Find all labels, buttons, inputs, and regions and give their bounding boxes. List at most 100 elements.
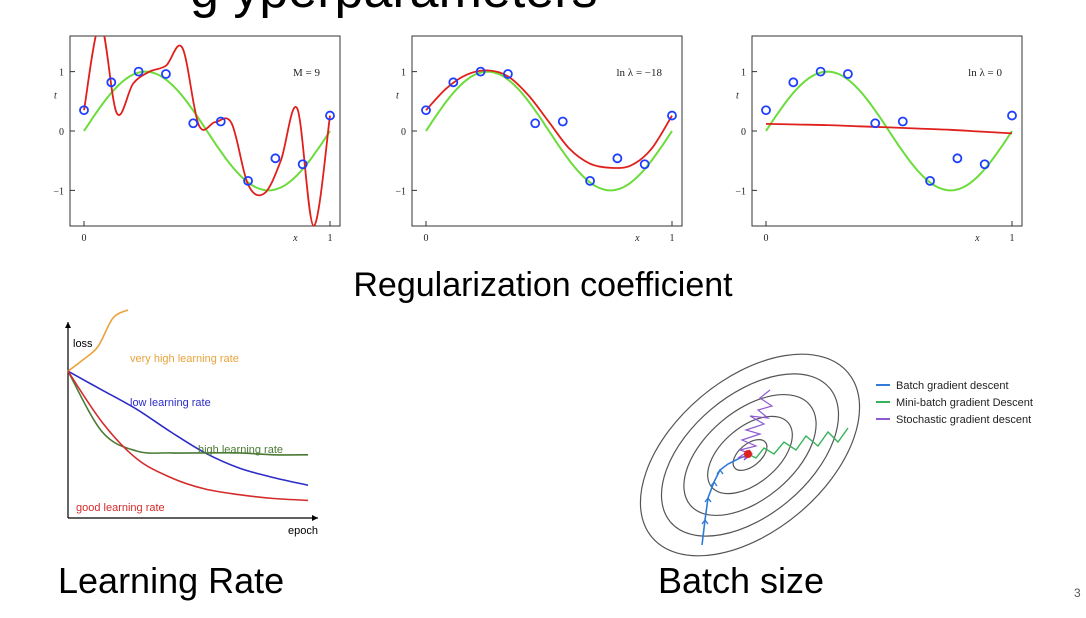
loss-contour [639,353,861,557]
y-tick-label: 0 [401,127,406,138]
plot-annotation: ln λ = 0 [968,67,1002,79]
data-point [612,153,623,164]
data-point [106,77,117,88]
y-axis-label: t [54,90,57,101]
data-point [815,66,826,77]
data-point [1007,110,1017,121]
loss-contour [683,393,817,517]
batch-step-arrow [701,518,709,525]
data-point [421,105,431,116]
y-axis-arrow [65,322,71,328]
data-point [475,66,486,77]
y-axis-label: t [736,90,739,101]
series-label: good learning rate [76,502,165,514]
y-tick-label: 1 [59,68,64,79]
true-function-curve [83,70,331,192]
batch-step-arrow [710,480,718,487]
data-point [297,159,308,170]
y-tick-label: 1 [401,68,406,79]
y-tick-label: 0 [741,127,746,138]
data-point [761,105,771,116]
legend-entry: Stochastic gradient descent [896,414,1031,426]
data-point [979,159,990,170]
batch-size-caption: Batch size [658,560,825,601]
data-point [161,69,171,79]
data-point [667,110,677,121]
data-point [503,69,513,79]
batch-step-arrow [704,496,712,503]
series-label: very high learning rate [130,353,239,365]
batch-step-arrow [716,468,724,475]
plot-panel-m9: 1 0 −1 t 0 1 x M = 9 [53,35,341,244]
data-point [788,77,799,88]
learning-rate-caption: Learning Rate [58,560,285,601]
data-point [133,66,144,77]
x-axis-arrow [312,515,318,521]
batch-descent-path [701,455,747,546]
data-point [270,153,281,164]
loss-curve-series [67,370,309,456]
page-number: 3 [1074,586,1081,600]
x-axis-label: x [292,233,298,244]
slide-title-fragment: g yperparameters [190,0,598,20]
x-tick-label: 1 [328,233,333,244]
legend-entry: Mini-batch gradient Descent [896,397,1033,409]
x-tick-label: 0 [764,233,769,244]
data-point [557,116,568,127]
x-tick-label: 0 [424,233,429,244]
fitted-curve [765,123,1013,135]
learning-rate-chart: loss epoch very high learning rate low lear… [65,309,318,537]
plot-annotation: M = 9 [293,67,320,79]
data-point [897,116,908,127]
series-label: high learning rate [198,444,283,456]
x-axis-label: x [634,233,640,244]
loss-curve-series [67,309,129,372]
fitted-curve [83,36,331,226]
y-tick-label: 0 [59,127,64,138]
x-tick-label: 1 [670,233,675,244]
loss-curve-series [67,370,309,486]
data-point [188,118,199,129]
x-axis-label: epoch [288,525,318,537]
plot-panel-lambda-0: 1 0 −1 t 0 1 x ln λ = 0 [735,35,1023,244]
data-point [243,175,253,186]
data-point [585,175,595,186]
contour-group [639,353,861,557]
loss-curve-series [67,370,309,502]
plot-annotation: ln λ = −18 [616,67,662,79]
y-tick-label: −1 [53,186,64,197]
data-point [325,110,335,121]
true-function-curve [765,70,1013,192]
regularization-caption: Regularization coefficient [353,266,733,304]
y-axis-label: loss [73,338,93,350]
plot-panel-lambda-minus18: 1 0 −1 t 0 1 x ln λ = −18 [395,35,683,244]
fitted-curve [425,69,673,169]
data-point [925,175,935,186]
data-point [870,118,881,129]
true-function-curve [425,70,673,192]
batch-size-diagram: Batch gradient descent Mini-batch gradien… [639,353,1033,557]
loss-contour [732,439,768,471]
y-tick-label: −1 [395,186,406,197]
y-axis-label: t [396,90,399,101]
data-point [215,116,226,127]
loss-contour [660,373,840,537]
plot-frame [411,35,683,227]
legend-entry: Batch gradient descent [896,380,1009,392]
x-tick-label: 0 [82,233,87,244]
x-axis-label: x [974,233,980,244]
plot-frame [69,35,341,227]
y-tick-label: 1 [741,68,746,79]
minibatch-descent-path [747,427,849,459]
data-point [952,153,963,164]
data-point [843,69,853,79]
y-tick-label: −1 [735,186,746,197]
series-label: low learning rate [130,397,211,409]
data-point [639,159,650,170]
data-point [79,105,89,116]
data-point [448,77,459,88]
data-point [530,118,541,129]
minimum-point [744,450,752,458]
x-tick-label: 1 [1010,233,1015,244]
